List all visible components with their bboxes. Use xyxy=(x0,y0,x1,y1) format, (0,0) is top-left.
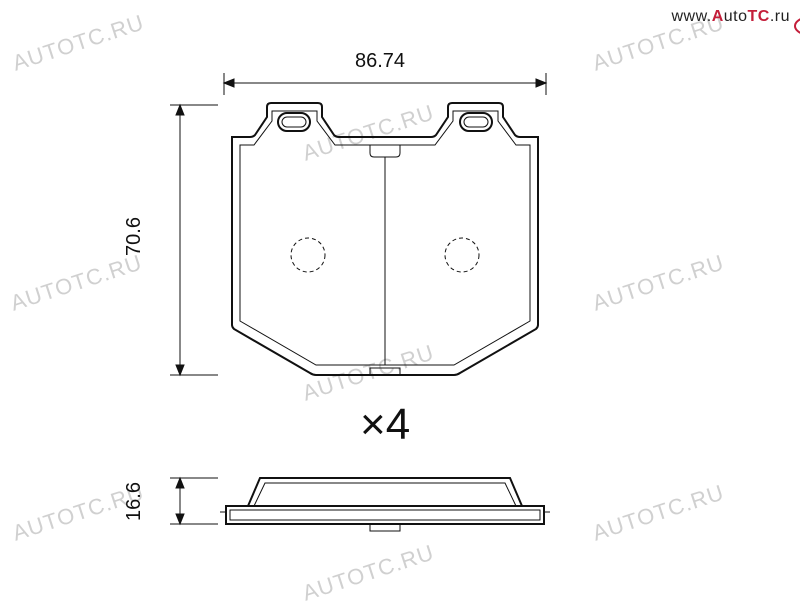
dimension-width-label: 86.74 xyxy=(355,50,405,73)
watermark: AUTOTC.RU xyxy=(589,249,727,316)
watermark: AUTOTC.RU xyxy=(299,539,437,606)
brake-pad-side-view xyxy=(220,470,550,535)
brake-pad-front-view xyxy=(220,95,550,380)
watermark: AUTOTC.RU xyxy=(589,479,727,546)
site-logo: A uto TC www.AutoTC.ru xyxy=(671,8,790,26)
logo-url: www.AutoTC.ru xyxy=(671,8,790,26)
logo-icon: A uto TC xyxy=(790,8,800,40)
dimension-thickness xyxy=(148,470,218,540)
watermark: AUTOTC.RU xyxy=(9,9,147,76)
watermark: AUTOTC.RU xyxy=(7,249,145,316)
quantity-label: ×4 xyxy=(360,400,410,450)
dimension-thickness-label: 16.6 xyxy=(123,482,146,521)
dimension-height xyxy=(148,95,218,385)
dimension-height-label: 70.6 xyxy=(123,217,146,256)
